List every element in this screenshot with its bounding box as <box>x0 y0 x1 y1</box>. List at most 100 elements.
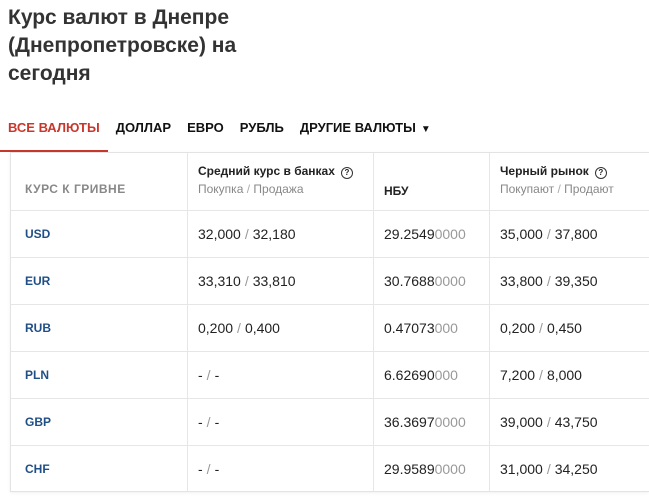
black-rate-value: 0,200/0,450 <box>490 320 582 336</box>
page-title-line-3: сегодня <box>8 62 91 85</box>
bank-buy: 32,000 <box>198 226 241 242</box>
bank-buy: - <box>198 461 203 477</box>
slash: / <box>546 273 551 289</box>
nbu-rate-value: 6.62690000 <box>374 367 458 383</box>
header-black-market: Черный рынок? Покупают / Продают <box>489 153 649 210</box>
tab-all-currencies[interactable]: ВСЕ ВАЛЮТЫ <box>0 112 108 152</box>
tab-label: ВСЕ ВАЛЮТЫ <box>8 120 100 135</box>
bank-rate-value: - / - <box>188 414 219 430</box>
table-row: USD 32,000/32,180 29.25490000 35,000/37,… <box>11 211 649 258</box>
tab-euro[interactable]: ЕВРО <box>179 112 232 152</box>
cell-code: CHF <box>11 446 187 492</box>
header-bank-subtitle: Покупка / Продажа <box>198 182 304 196</box>
nbu-tail: 0000 <box>434 273 466 289</box>
page-title: Курс валют в Днепре (Днепропетровске) на… <box>8 4 308 88</box>
cell-black: 7,200/8,000 <box>489 352 649 398</box>
tab-other-currencies[interactable]: ДРУГИЕ ВАЛЮТЫ ▼ <box>292 112 439 152</box>
cell-bank: - / - <box>187 399 373 445</box>
cell-bank: 33,310/33,810 <box>187 258 373 304</box>
black-sell: 0,450 <box>546 320 582 336</box>
cell-code: GBP <box>11 399 187 445</box>
cell-bank: - / - <box>187 446 373 492</box>
bank-rate-value: 33,310/33,810 <box>188 273 296 289</box>
nbu-rate-value: 29.95890000 <box>374 461 466 477</box>
nbu-main: 29.9589 <box>384 461 435 477</box>
black-sell: 8,000 <box>546 367 582 383</box>
black-rate-value: 39,000/43,750 <box>490 414 598 430</box>
slash: / <box>546 461 551 477</box>
header-black-sell: Продают <box>564 182 614 196</box>
cell-nbu: 36.36970000 <box>373 399 489 445</box>
help-icon[interactable]: ? <box>340 167 353 179</box>
black-buy: 33,800 <box>500 273 543 289</box>
black-rate-value: 31,000/34,250 <box>490 461 598 477</box>
bank-buy: 0,200 <box>198 320 234 336</box>
cell-bank: 32,000/32,180 <box>187 211 373 257</box>
table-header: КУРС К ГРИВНЕ Средний курс в банках? Пок… <box>11 153 649 211</box>
header-black-buy: Покупают <box>500 182 555 196</box>
tab-label: ДРУГИЕ ВАЛЮТЫ <box>299 120 416 135</box>
currency-code-link[interactable]: RUB <box>25 321 51 335</box>
nbu-main: 29.2549 <box>384 226 435 242</box>
header-black-title: Черный рынок? <box>500 164 607 179</box>
nbu-rate-value: 30.76880000 <box>374 273 466 289</box>
tab-ruble[interactable]: РУБЛЬ <box>232 112 292 152</box>
slash: / <box>539 367 543 383</box>
header-bank-title-text: Средний курс в банках <box>198 164 335 178</box>
cell-code: RUB <box>11 305 187 351</box>
black-sell: 34,250 <box>554 461 598 477</box>
black-rate-value: 35,000/37,800 <box>490 226 598 242</box>
currency-tabs: ВСЕ ВАЛЮТЫ ДОЛЛАР ЕВРО РУБЛЬ ДРУГИЕ ВАЛЮ… <box>0 112 649 152</box>
cell-black: 0,200/0,450 <box>489 305 649 351</box>
help-icon[interactable]: ? <box>594 167 607 179</box>
bank-buy: - <box>198 367 203 383</box>
bank-sell: - <box>214 367 220 383</box>
bank-buy: - <box>198 414 203 430</box>
header-bank-rate: Средний курс в банках? Покупка / Продажа <box>187 153 373 210</box>
bank-rate-value: 0,200/0,400 <box>188 320 280 336</box>
black-rate-value: 33,800/39,350 <box>490 273 598 289</box>
cell-bank: 0,200/0,400 <box>187 305 373 351</box>
rates-table: КУРС К ГРИВНЕ Средний курс в банках? Пок… <box>10 152 649 492</box>
currency-code-link[interactable]: PLN <box>25 368 49 382</box>
currency-code-link[interactable]: USD <box>25 227 51 241</box>
table-row: CHF - / - 29.95890000 31,000/34,250 <box>11 446 649 492</box>
nbu-tail: 0000 <box>434 414 466 430</box>
tab-label: ЕВРО <box>187 120 224 135</box>
table-row: GBP - / - 36.36970000 39,000/43,750 <box>11 399 649 446</box>
nbu-rate-value: 0.47073000 <box>374 320 458 336</box>
table-row: PLN - / - 6.62690000 7,200/8,000 <box>11 352 649 399</box>
currency-code-link[interactable]: EUR <box>25 274 51 288</box>
black-buy: 35,000 <box>500 226 543 242</box>
tab-label: РУБЛЬ <box>239 120 284 135</box>
chevron-down-icon: ▼ <box>420 124 431 135</box>
bank-sell: 33,810 <box>252 273 296 289</box>
currency-code-link[interactable]: GBP <box>25 415 52 429</box>
nbu-main: 6.62690 <box>384 367 435 383</box>
header-bank-buy: Покупка <box>198 182 244 196</box>
header-bank-sell: Продажа <box>253 182 304 196</box>
nbu-tail: 000 <box>434 367 458 383</box>
nbu-tail: 0000 <box>434 226 466 242</box>
slash: / <box>539 320 543 336</box>
cell-black: 33,800/39,350 <box>489 258 649 304</box>
bank-rate-value: - / - <box>188 367 219 383</box>
black-buy: 0,200 <box>500 320 536 336</box>
black-sell: 37,800 <box>554 226 598 242</box>
cell-bank: - / - <box>187 352 373 398</box>
table-row: EUR 33,310/33,810 30.76880000 33,800/39,… <box>11 258 649 305</box>
page-title-line-1: Курс валют в Днепре <box>8 6 230 29</box>
currency-code-link[interactable]: CHF <box>25 462 50 476</box>
slash: / <box>237 320 241 336</box>
black-buy: 7,200 <box>500 367 536 383</box>
header-currency: КУРС К ГРИВНЕ <box>11 153 187 210</box>
black-rate-value: 7,200/8,000 <box>490 367 582 383</box>
tab-dollar[interactable]: ДОЛЛАР <box>108 112 179 152</box>
nbu-tail: 0000 <box>434 461 466 477</box>
bank-rate-value: 32,000/32,180 <box>188 226 296 242</box>
page-title-line-2: (Днепропетровске) на <box>8 34 237 57</box>
cell-black: 35,000/37,800 <box>489 211 649 257</box>
black-buy: 31,000 <box>500 461 543 477</box>
cell-black: 39,000/43,750 <box>489 399 649 445</box>
cell-code: EUR <box>11 258 187 304</box>
